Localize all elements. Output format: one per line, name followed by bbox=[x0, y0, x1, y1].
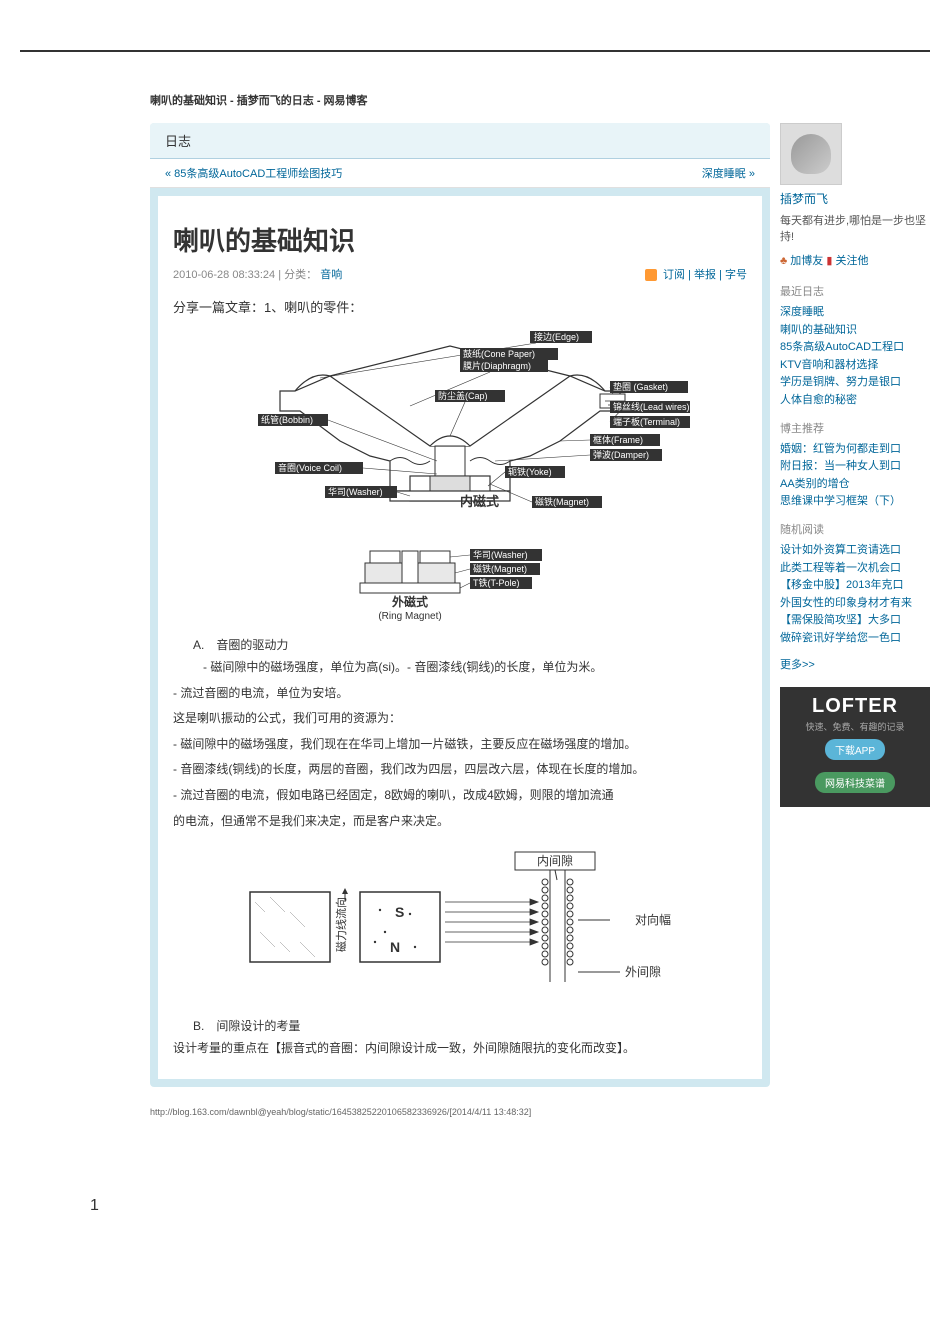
label-bobbin: 纸管(Bobbin) bbox=[261, 414, 313, 425]
text-a4: - 磁间隙中的磁场强度，我们现在在华司上增加一片磁铁，主要反应在磁场强度的增加。 bbox=[173, 734, 747, 756]
recent-link[interactable]: KTV音响和器材选择 bbox=[780, 357, 930, 375]
random-link[interactable]: 设计如外资算工资请选口 bbox=[780, 542, 930, 560]
sidebar-tagline: 每天都有进步,哪怕是一步也坚持! bbox=[780, 212, 930, 244]
label-outer-gap: 外间隙 bbox=[625, 965, 661, 979]
lofter-sub: 快速、免费、有趣的记录 bbox=[788, 720, 922, 733]
label-washer: 华司(Washer) bbox=[328, 486, 383, 497]
page-number: 1 bbox=[20, 1197, 930, 1215]
text-a3: 这是喇叭振动的公式，我们可用的资源为： bbox=[173, 708, 747, 730]
sidebar-username[interactable]: 插梦而飞 bbox=[780, 190, 930, 207]
text-b1: 设计考量的重点在【振音式的音圈：内间隙设计成一致，外间隙随限抗的变化而改变】。 bbox=[173, 1038, 747, 1060]
recommend-link[interactable]: 思维课中学习框架（下） bbox=[780, 493, 930, 511]
sidebar-follow[interactable]: ♣ 加博友 ▮ 关注他 bbox=[780, 252, 930, 268]
label-facing: 对向幅 bbox=[635, 912, 671, 927]
section-b: B. 间隙设计的考量 bbox=[193, 1017, 747, 1034]
lofter-download-btn[interactable]: 下载APP bbox=[825, 739, 885, 760]
label-cap: 防尘盖(Cap) bbox=[438, 390, 488, 401]
recommend-link[interactable]: 婚姻：红管为何都走到口 bbox=[780, 441, 930, 459]
label-s: S bbox=[395, 904, 404, 920]
recommend-link[interactable]: AA类别的增仓 bbox=[780, 476, 930, 494]
recommend-link[interactable]: 附日报：当一种女人到口 bbox=[780, 458, 930, 476]
share-line: 分享一篇文章：1、喇叭的零件： bbox=[173, 297, 747, 316]
page-container: 喇叭的基础知识 - 插梦而飞的日志 - 网易博客 日志 « 85条高级AutoC… bbox=[0, 0, 950, 1235]
more-link[interactable]: 更多>> bbox=[780, 656, 930, 672]
diagram-gap: S N 磁力线流向 bbox=[173, 842, 747, 1007]
article-title: 喇叭的基础知识 bbox=[173, 221, 747, 258]
random-link[interactable]: 做碎瓷讯好学给您一色口 bbox=[780, 630, 930, 648]
label-gasket: 垫圈 (Gasket) bbox=[613, 381, 668, 392]
label-flux: 磁力线流向 bbox=[334, 897, 348, 952]
label-magnet2: 磁铁(Magnet) bbox=[473, 563, 527, 574]
random-title: 随机阅读 bbox=[780, 521, 930, 537]
recent-link[interactable]: 深度睡眠 bbox=[780, 304, 930, 322]
article-meta: 2010-06-28 08:33:24 | 分类： 音响 订阅 | 举报 | 字… bbox=[173, 266, 747, 282]
recent-link[interactable]: 人体自愈的秘密 bbox=[780, 392, 930, 410]
label-edge: 接边(Edge) bbox=[534, 331, 579, 342]
avatar[interactable] bbox=[780, 123, 842, 185]
text-a2: - 流过音圈的电流，单位为安培。 bbox=[173, 683, 747, 705]
recent-title: 最近日志 bbox=[780, 283, 930, 299]
content-area: 日志 « 85条高级AutoCAD工程师绘图技巧 深度睡眠 » 喇叭的基础知识 … bbox=[150, 123, 770, 1087]
recommend-title: 博主推荐 bbox=[780, 420, 930, 436]
edit-icon[interactable] bbox=[645, 269, 657, 281]
sidebar: 插梦而飞 每天都有进步,哪怕是一步也坚持! ♣ 加博友 ▮ 关注他 最近日志 深… bbox=[780, 123, 930, 1087]
text-a7: 的电流，但通常不是我们来决定，而是客户来决定。 bbox=[173, 811, 747, 833]
label-yoke: 轭铁(Yoke) bbox=[508, 466, 552, 477]
diagram-outer-magnet: 华司(Washer) 磁铁(Magnet) T铁(T-Pole) 外磁式 (Ri… bbox=[173, 541, 747, 626]
article-date: 2010-06-28 08:33:24 bbox=[173, 269, 275, 281]
text-a5: - 音圈漆线(铜线)的长度，两层的音圈，我们改为四层，四层改六层，体现在长度的增… bbox=[173, 759, 747, 781]
lofter-logo: LOFTER bbox=[788, 695, 922, 718]
tab-log[interactable]: 日志 bbox=[150, 123, 770, 159]
label-magnet: 磁铁(Magnet) bbox=[535, 496, 589, 507]
label-washer2: 华司(Washer) bbox=[473, 549, 528, 560]
article-box: 喇叭的基础知识 2010-06-28 08:33:24 | 分类： 音响 订阅 … bbox=[158, 196, 762, 1079]
nav-next-link[interactable]: 深度睡眠 » bbox=[702, 165, 755, 181]
diagram-inner-magnet: 接边(Edge) 鼓纸(Cone Paper) 膜片(Diaphragm) 防尘… bbox=[173, 326, 747, 531]
random-link[interactable]: 外国女性的印象身材才有来 bbox=[780, 595, 930, 613]
label-diaphragm: 膜片(Diaphragm) bbox=[463, 360, 531, 371]
recent-link[interactable]: 喇叭的基础知识 bbox=[780, 322, 930, 340]
category-link[interactable]: 音响 bbox=[320, 269, 342, 281]
label-inner-gap: 内间隙 bbox=[537, 854, 573, 868]
nav-row: « 85条高级AutoCAD工程师绘图技巧 深度睡眠 » bbox=[150, 159, 770, 188]
recent-link[interactable]: 85条高级AutoCAD工程口 bbox=[780, 339, 930, 357]
recent-link[interactable]: 学历是铜牌、努力是银口 bbox=[780, 374, 930, 392]
text-a1: - 磁间隙中的磁场强度，单位为高(si)。- 音圈漆线(铜线)的长度，单位为米。 bbox=[173, 657, 747, 679]
random-link[interactable]: 【需保股简攻坚】大多口 bbox=[780, 612, 930, 630]
inner-type-label: 内磁式 bbox=[460, 494, 499, 509]
ring-label: (Ring Magnet) bbox=[378, 611, 441, 621]
random-link[interactable]: 【移金中股】2013年克口 bbox=[780, 577, 930, 595]
main-layout: 日志 « 85条高级AutoCAD工程师绘图技巧 深度睡眠 » 喇叭的基础知识 … bbox=[20, 123, 930, 1087]
label-lead: 锦丝线(Lead wires) bbox=[613, 401, 690, 412]
label-terminal: 端子板(Terminal) bbox=[613, 416, 680, 427]
label-tpole: T铁(T-Pole) bbox=[473, 577, 520, 588]
article-actions[interactable]: 订阅 | 举报 | 字号 bbox=[645, 266, 747, 282]
random-link[interactable]: 此类工程等着一次机会口 bbox=[780, 560, 930, 578]
footer-url: http://blog.163.com/dawnbl@yeah/blog/sta… bbox=[20, 1107, 930, 1117]
breadcrumb: 喇叭的基础知识 - 插梦而飞的日志 - 网易博客 bbox=[20, 92, 930, 108]
text-a6: - 流过音圈的电流，假如电路已经固定，8欧姆的喇叭，改成4欧姆，则限的增加流通 bbox=[173, 785, 747, 807]
top-rule bbox=[20, 50, 930, 52]
outer-type-label: 外磁式 bbox=[392, 594, 428, 609]
label-frame: 框体(Frame) bbox=[593, 434, 643, 445]
nav-prev-link[interactable]: « 85条高级AutoCAD工程师绘图技巧 bbox=[165, 165, 342, 181]
lofter-nav-btn[interactable]: 网易科技菜谱 bbox=[815, 772, 895, 793]
lofter-promo[interactable]: LOFTER 快速、免费、有趣的记录 下载APP 网易科技菜谱 bbox=[780, 687, 930, 807]
label-voicecoil: 音圈(Voice Coil) bbox=[278, 462, 342, 473]
label-cone: 鼓纸(Cone Paper) bbox=[463, 348, 535, 359]
label-damper: 弹波(Damper) bbox=[593, 449, 649, 460]
section-a: A. 音圈的驱动力 bbox=[193, 636, 747, 653]
category-label: 分类： bbox=[284, 269, 317, 281]
label-n: N bbox=[390, 939, 400, 955]
